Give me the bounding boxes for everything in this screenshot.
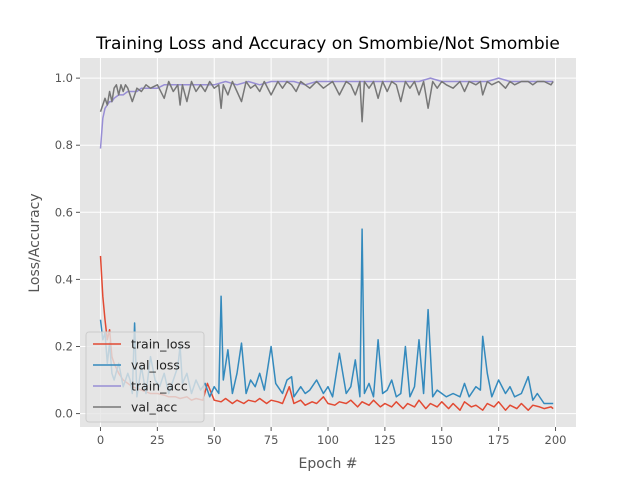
y-tick-label: 0.8 [55,138,73,152]
legend-label: train_loss [131,337,191,352]
x-tick-label: 200 [545,433,567,447]
chart-title: Training Loss and Accuracy on Smombie/No… [95,34,560,54]
legend-label: val_acc [131,400,177,415]
y-axis-label: Loss/Accuracy [27,193,43,292]
y-tick-label: 1.0 [55,71,73,85]
series-line-val-acc [99,80,554,123]
x-tick-label: 150 [431,433,453,447]
x-tick-label: 50 [207,433,222,447]
legend-label: train_acc [131,379,188,394]
legend: train_loss val_loss train_acc val_acc [85,331,205,423]
tick-labels: 0 25 50 75 100 125 150 175 200 0.0 0.2 0.4 0.6 0.8 1.0 [55,71,567,447]
x-tick-label: 175 [488,433,510,447]
y-tick-label: 0.4 [55,272,73,286]
x-tick-label: 75 [264,433,279,447]
y-tick-label: 0.0 [55,407,73,421]
x-tick-label: 100 [317,433,339,447]
x-tick-label: 25 [150,433,165,447]
x-tick-label: 0 [97,433,104,447]
y-tick-label: 0.6 [55,205,73,219]
x-axis-label: Epoch # [298,456,357,472]
y-tick-label: 0.2 [55,339,73,353]
grid-lines [80,58,576,427]
legend-label: val_loss [131,358,180,373]
legend-box [85,331,205,423]
x-tick-label: 125 [374,433,396,447]
